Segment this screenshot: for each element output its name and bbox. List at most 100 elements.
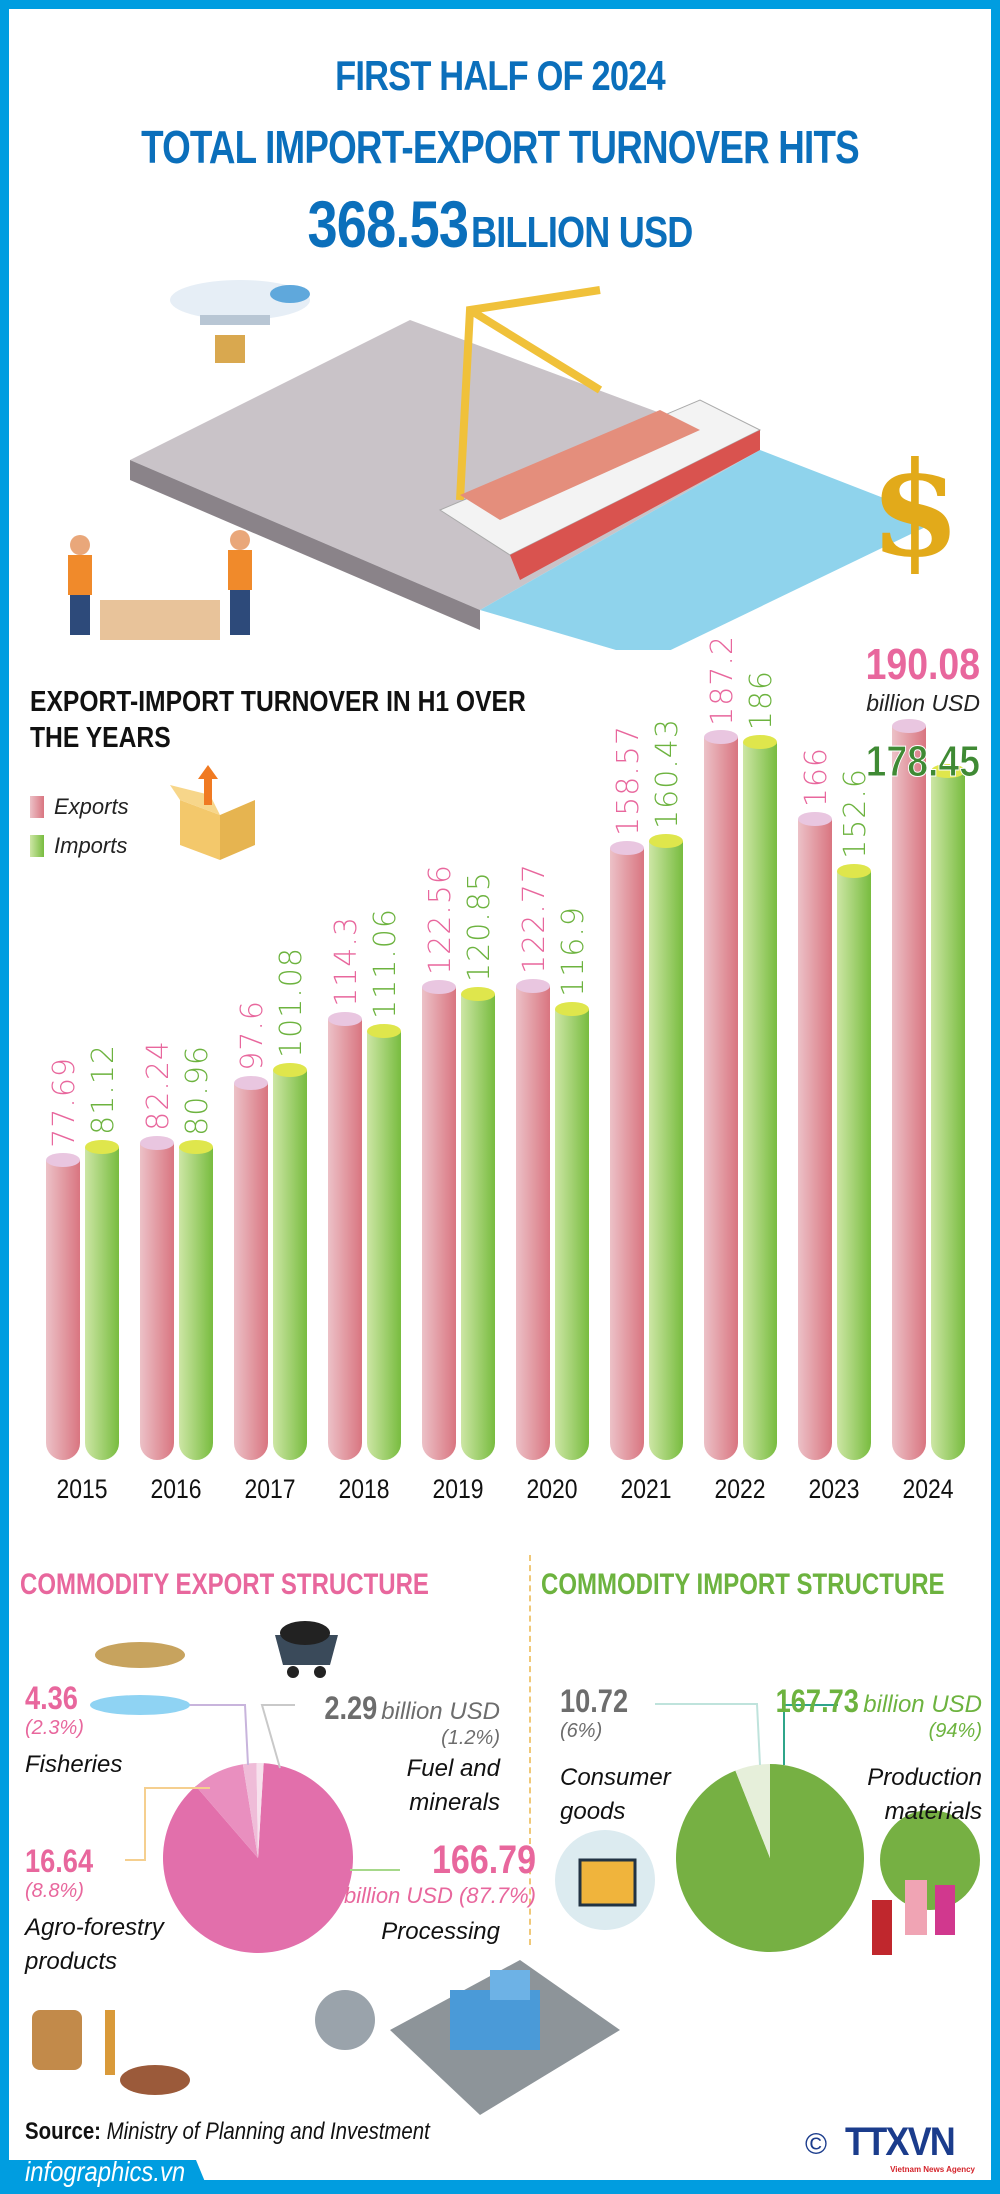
fuel-pct: (1.2%)	[441, 1727, 500, 1749]
year-label: 2022	[714, 1474, 766, 1504]
production-materials-unit: billion USD	[863, 1691, 982, 1718]
legend-label-exports: Exports	[54, 794, 129, 819]
annotation-2024: 190.08 billion USD 178.45	[845, 640, 980, 787]
site-tab	[0, 2160, 210, 2194]
export-structure-title: COMMODITY EXPORT STRUCTURE	[20, 1568, 429, 1601]
import-structure-title: COMMODITY IMPORT STRUCTURE	[541, 1568, 945, 1601]
value-label: 120.85	[462, 870, 497, 982]
bar-cap	[328, 1011, 362, 1026]
bar-imports-2024	[931, 771, 965, 1460]
fuel-name: Fuel and minerals	[406, 1755, 500, 1816]
value-label: 111.06	[368, 908, 403, 1020]
consumer-goods-value: 10.72	[560, 1683, 629, 1719]
bar-cap	[931, 764, 965, 779]
production-materials-label: 167.73 billion USD (94%) Production mate…	[740, 1683, 982, 1829]
value-label: 82.24	[141, 1039, 176, 1131]
workers-icon	[68, 530, 252, 640]
title-total: 368.53 BILLION USD	[90, 186, 910, 262]
bar-exports-2021	[610, 847, 644, 1460]
bar-imports-2018	[367, 1031, 401, 1460]
year-label: 2017	[244, 1474, 296, 1504]
ttxvn-logo: TTXVN Vietnam News Agency	[845, 2120, 975, 2174]
consumer-goods-pct: (6%)	[560, 1720, 603, 1742]
annotation-2024-imports: 178.45	[865, 737, 980, 787]
dollar-icon: $	[870, 433, 960, 586]
source-line: Source: Ministry of Planning and Investm…	[25, 2118, 430, 2146]
value-label: 158.57	[611, 724, 646, 836]
bar-cap	[234, 1076, 268, 1091]
bar-exports-2020	[516, 986, 550, 1460]
year-label: 2015	[56, 1474, 108, 1504]
agro-pct: (8.8%)	[25, 1880, 84, 1902]
fisheries-pct: (2.3%)	[25, 1717, 84, 1739]
source-label: Source:	[25, 2118, 101, 2145]
value-label: 187.2	[705, 634, 740, 726]
fisheries-name: Fisheries	[25, 1751, 123, 1778]
legend-imports: Imports	[30, 833, 127, 859]
value-label: 186	[744, 669, 779, 731]
production-materials-name: Production materials	[867, 1764, 982, 1825]
title-line-1: FIRST HALF OF 2024	[335, 52, 666, 99]
legend-label-imports: Imports	[54, 833, 128, 858]
bar-exports-2019	[422, 986, 456, 1460]
bar-imports-2022	[743, 742, 777, 1460]
agro-value: 16.64	[25, 1843, 94, 1879]
port-illustration: $	[68, 280, 960, 650]
value-label: 114.3	[329, 915, 364, 1007]
legend-swatch-exports	[30, 796, 44, 818]
section-divider	[529, 1555, 531, 1945]
bar-cap	[140, 1135, 174, 1150]
consumer-goods-label: 10.72 (6%) Consumer goods	[560, 1683, 671, 1829]
footer-band	[0, 2180, 1000, 2194]
bar-cap	[461, 986, 495, 1001]
legend-swatch-imports	[30, 835, 44, 857]
value-label: 166	[799, 746, 834, 808]
bar-exports-2017	[234, 1083, 268, 1460]
bar-cap	[837, 863, 871, 878]
annotation-2024-unit: billion USD	[866, 690, 980, 716]
crane-icon	[456, 286, 603, 501]
fisheries-value: 4.36	[25, 1680, 78, 1716]
copyright-symbol: ©	[805, 2128, 828, 2161]
value-label: 77.69	[47, 1057, 82, 1149]
total-unit: BILLION USD	[470, 208, 693, 257]
value-label: 160.43	[650, 717, 685, 829]
bar-exports-2024	[892, 726, 926, 1460]
bar-cap	[273, 1062, 307, 1077]
box-icon	[170, 765, 255, 860]
value-label: 122.56	[423, 863, 458, 975]
fuel-unit: billion USD	[381, 1698, 500, 1725]
legend-exports: Exports	[30, 794, 129, 820]
value-label: 81.12	[86, 1044, 121, 1135]
agro-name: Agro-forestry products	[25, 1914, 164, 1975]
year-label: 2016	[150, 1474, 202, 1504]
site-link[interactable]: infographics.vn	[25, 2156, 186, 2187]
bar-cap	[46, 1153, 80, 1168]
processing-label: 166.79 billion USD (87.7%) Processing	[340, 1838, 536, 1949]
value-label: 97.6	[235, 1000, 270, 1072]
bar-imports-2015	[85, 1146, 119, 1460]
year-label: 2019	[432, 1474, 484, 1504]
value-label: 80.96	[180, 1044, 215, 1136]
value-label: 122.77	[517, 863, 552, 975]
bar-exports-2015	[46, 1160, 80, 1460]
logo-subtext: Vietnam News Agency	[890, 2165, 975, 2174]
production-materials-value: 167.73	[775, 1683, 859, 1719]
total-value: 368.53	[307, 187, 469, 261]
value-label: 116.9	[556, 905, 591, 997]
agro-label: 16.64 (8.8%) Agro-forestry products	[25, 1843, 175, 1979]
consumer-goods-name: Consumer goods	[560, 1764, 671, 1825]
chart-title: EXPORT-IMPORT TURNOVER IN H1 OVER THE YE…	[30, 686, 526, 754]
bar-imports-2020	[555, 1008, 589, 1460]
bar-cap	[649, 833, 683, 848]
bar-imports-2023	[837, 870, 871, 1460]
bar-cap	[743, 735, 777, 750]
year-label: 2018	[338, 1474, 390, 1504]
year-label: 2020	[526, 1474, 578, 1504]
bar-cap	[179, 1140, 213, 1155]
airplane-icon	[170, 280, 310, 363]
bar-imports-2021	[649, 840, 683, 1460]
bar-exports-2022	[704, 737, 738, 1460]
logo-text: TTXVN	[845, 2120, 956, 2164]
